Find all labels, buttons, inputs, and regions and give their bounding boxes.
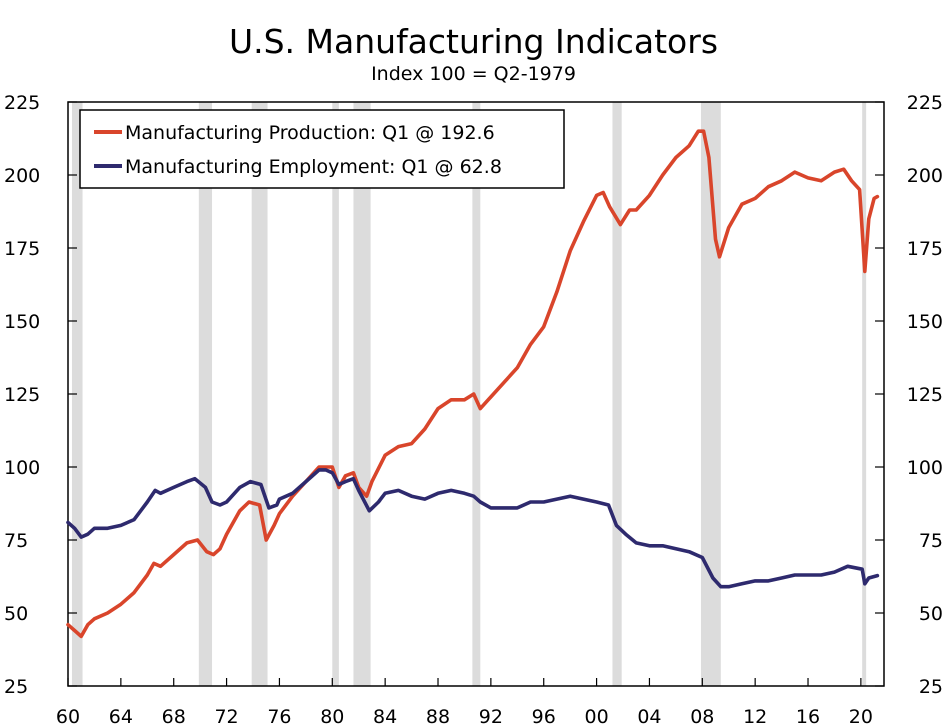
x-tick-label: 84 <box>373 706 397 727</box>
recession-band-0 <box>71 102 83 686</box>
x-tick-label: 68 <box>162 706 186 727</box>
legend: Manufacturing Production: Q1 @ 192.6 Man… <box>79 109 565 189</box>
x-tick-label: 16 <box>796 706 820 727</box>
y-tick-label-right: 225 <box>907 92 943 114</box>
x-tick-label: 64 <box>109 706 133 727</box>
y-tick-label-right: 150 <box>907 311 943 333</box>
recession-band-1 <box>198 102 213 686</box>
x-tick-label: 60 <box>56 706 80 727</box>
y-tick-label-right: 200 <box>907 165 943 187</box>
y-tick-label-left: 225 <box>4 92 40 114</box>
recession-band-6 <box>612 102 622 686</box>
y-tick-label-left: 75 <box>4 530 28 552</box>
y-tick-label-left: 100 <box>4 457 40 479</box>
recession-bands <box>71 102 867 686</box>
series-line-production <box>66 129 880 639</box>
legend-box <box>79 109 565 189</box>
x-tick-label: 92 <box>479 706 503 727</box>
legend-label-employment: Manufacturing Employment: Q1 @ 62.8 <box>125 156 502 178</box>
y-tick-label-left: 175 <box>4 238 40 260</box>
axis-ticks: 25 25 50 50 75 75 100 100 125 125 150 150 175 175 200 2… <box>4 92 943 727</box>
y-tick-label-right: 50 <box>919 603 943 625</box>
recession-band-4 <box>353 102 371 686</box>
y-tick-label-left: 25 <box>4 676 28 698</box>
y-tick-label-right: 25 <box>919 676 943 698</box>
legend-label-production: Manufacturing Production: Q1 @ 192.6 <box>125 122 495 144</box>
y-tick-label-right: 125 <box>907 384 943 406</box>
series-lines <box>66 129 880 639</box>
series-line-employment <box>66 468 880 589</box>
x-tick-label: 04 <box>637 706 661 727</box>
x-tick-label: 80 <box>320 706 344 727</box>
y-tick-label-left: 150 <box>4 311 40 333</box>
x-tick-label: 72 <box>214 706 238 727</box>
x-tick-label: 76 <box>267 706 291 727</box>
recession-band-8 <box>862 102 867 686</box>
chart-subtitle: Index 100 = Q2-1979 <box>371 63 576 85</box>
y-tick-label-left: 125 <box>4 384 40 406</box>
x-tick-label: 12 <box>743 706 767 727</box>
x-tick-label: 08 <box>690 706 714 727</box>
x-tick-label: 96 <box>532 706 556 727</box>
chart-title: U.S. Manufacturing Indicators <box>228 22 719 61</box>
y-tick-label-right: 75 <box>919 530 943 552</box>
recession-band-3 <box>332 102 339 686</box>
x-tick-label: 20 <box>849 706 873 727</box>
x-tick-label: 00 <box>584 706 608 727</box>
recession-band-5 <box>472 102 481 686</box>
y-tick-label-left: 200 <box>4 165 40 187</box>
y-tick-label-right: 100 <box>907 457 943 479</box>
y-tick-label-left: 50 <box>4 603 28 625</box>
x-tick-label: 88 <box>426 706 450 727</box>
recession-band-2 <box>251 102 268 686</box>
y-tick-label-right: 175 <box>907 238 943 260</box>
